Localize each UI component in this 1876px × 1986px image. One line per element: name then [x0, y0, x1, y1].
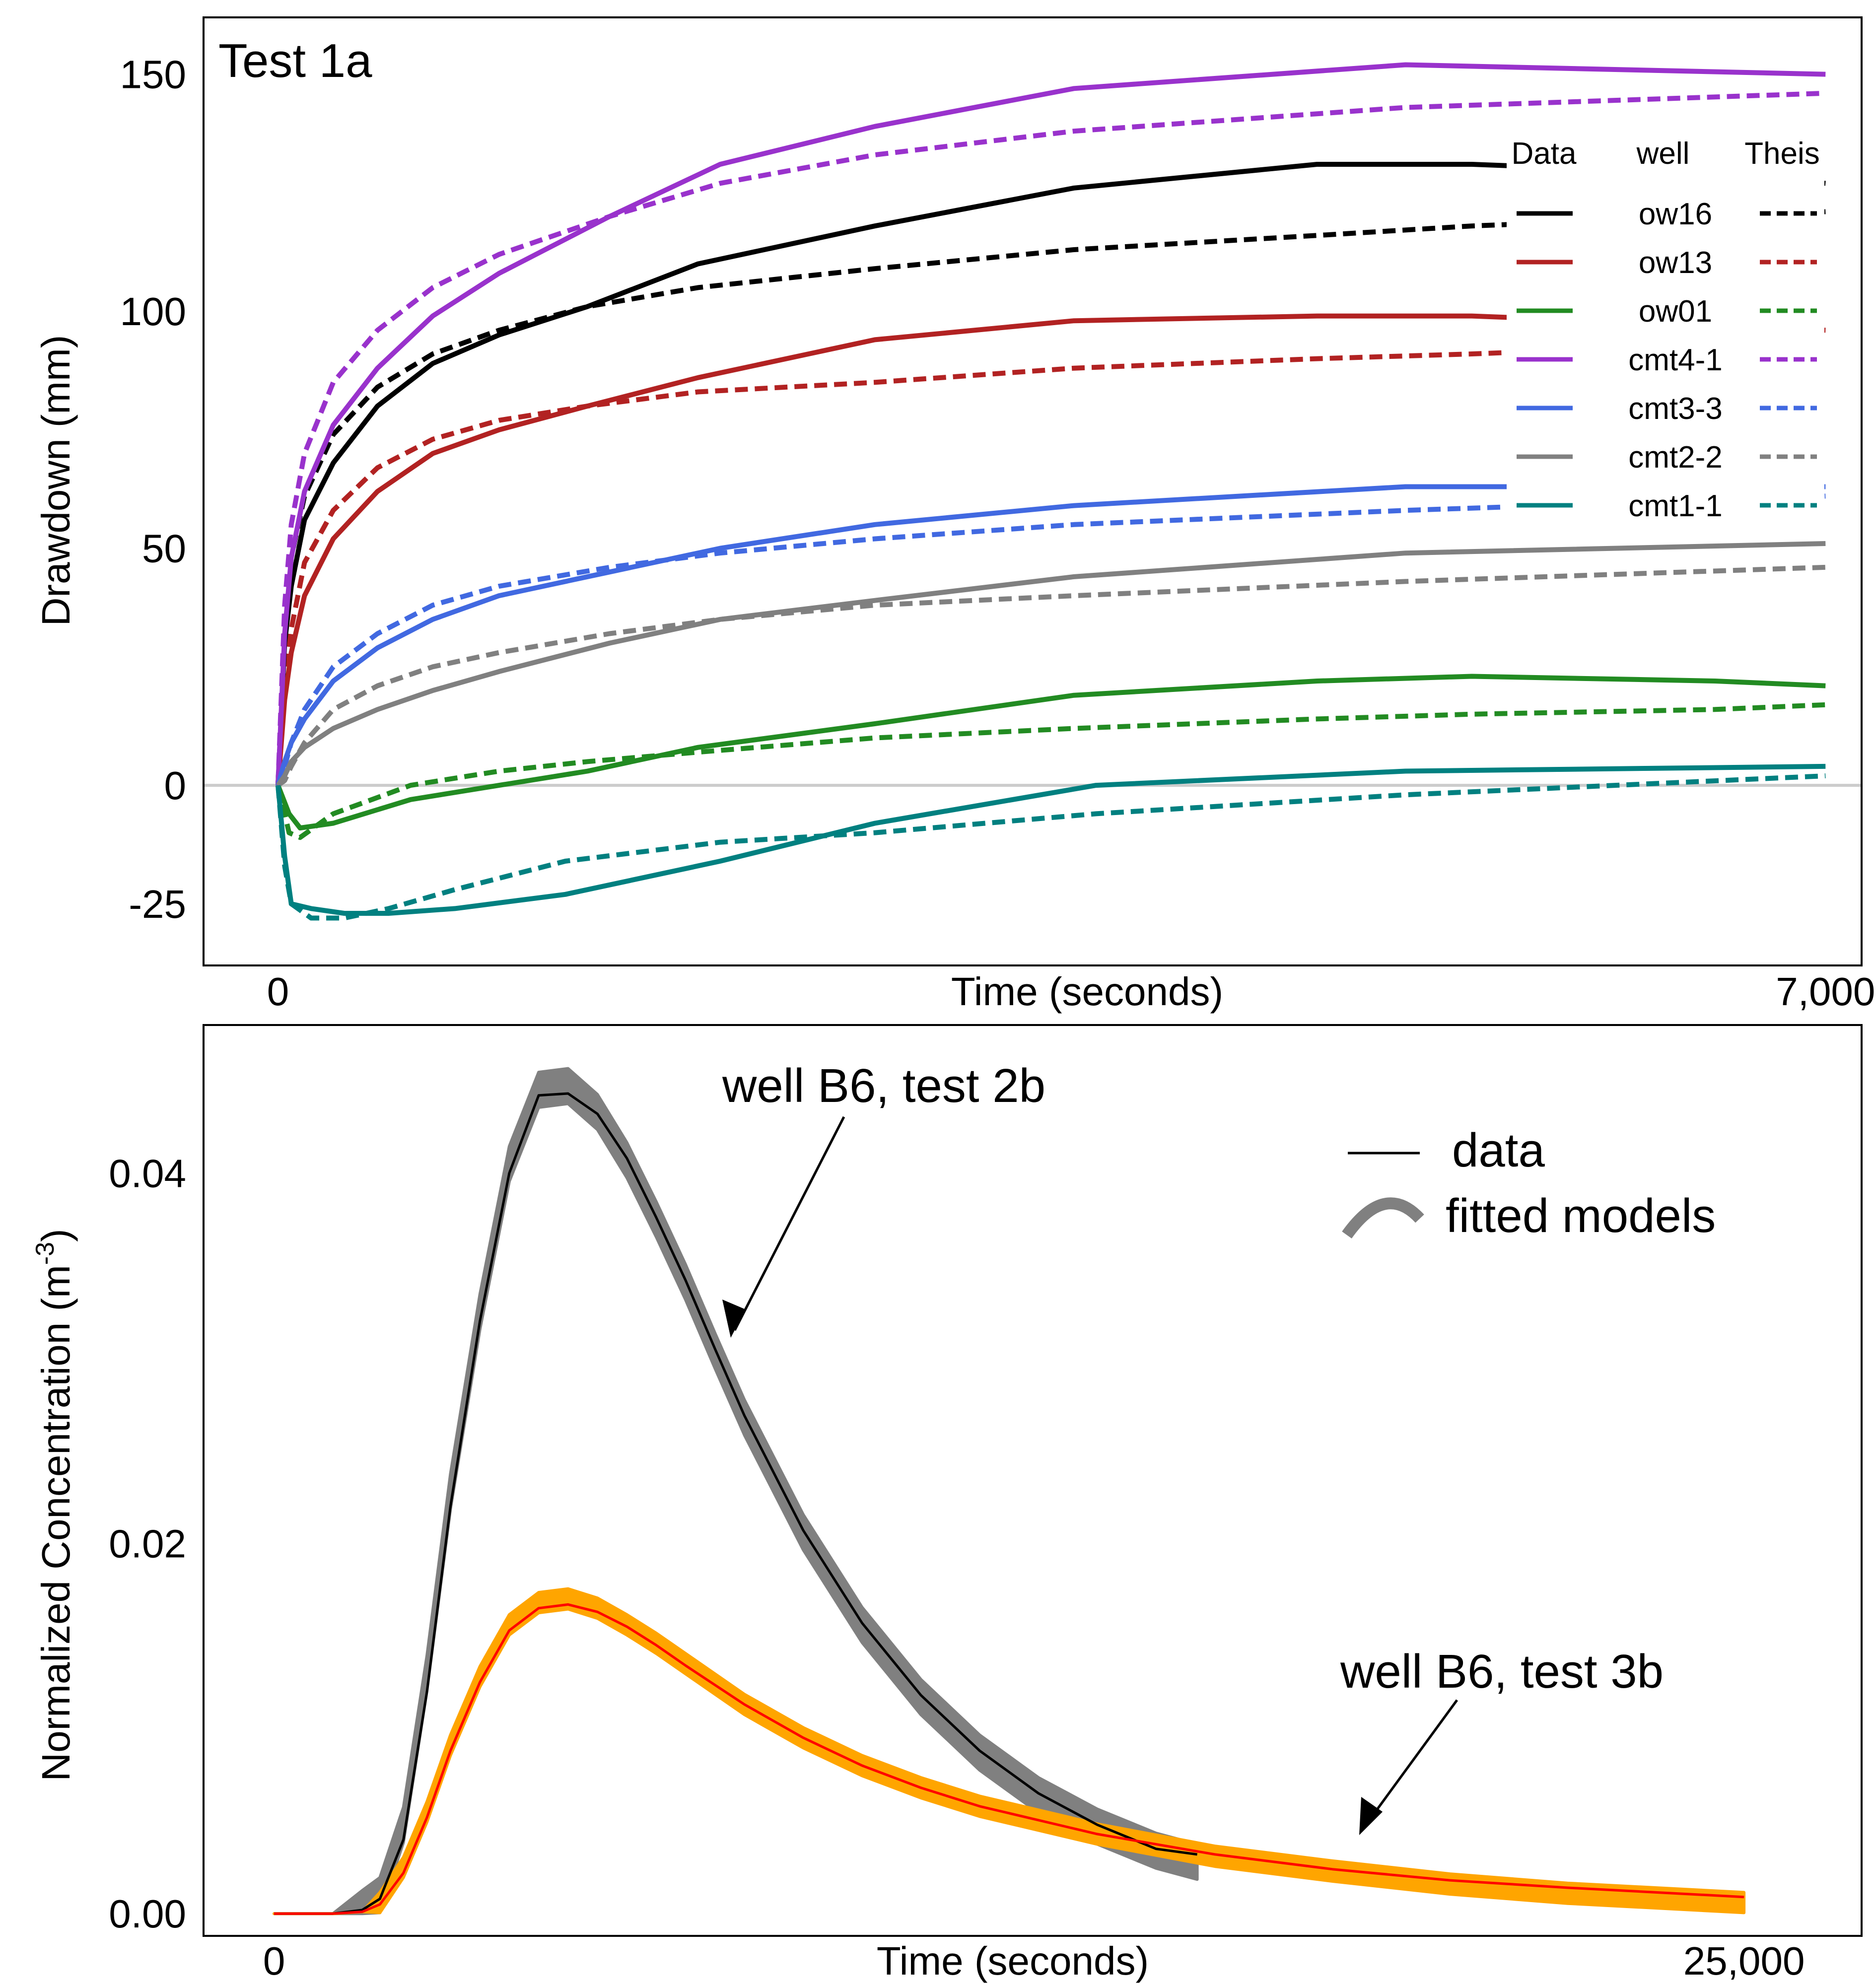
cmt1-1-data-line: [276, 763, 1826, 916]
ow13-data-line: [276, 313, 1826, 786]
y-label-main: Normalized Concentration (m: [34, 1265, 78, 1781]
concentration-data-curves: [274, 1092, 1744, 1915]
legend-background: [1507, 129, 1824, 531]
drawdown-chart: 150 100 50 0 -25 0 7,000 Test 1a Time (seconds…: [34, 16, 1876, 1014]
drawdown-legend: Data well Theis ow16 ow13 ow01 cmt4-1 cmt3-3…: [1507, 129, 1824, 531]
data-line-test-2b: [274, 1092, 1197, 1915]
drawdown-axis-ticks: 150 100 50 0 -25 0 7,000: [120, 53, 1876, 1014]
drawdown-x-axis-label: Time (seconds): [951, 969, 1223, 1014]
cmt4-1-data-line: [276, 62, 1826, 786]
legend-well-label: cmt4-1: [1628, 343, 1722, 377]
drawdown-x-tick-label: 0: [267, 969, 289, 1014]
concentration-chart: 0.04 0.02 0.00 0 25,000 Time (seconds) Norma…: [31, 1024, 1863, 1983]
drawdown-y-tick-label: 0: [164, 763, 187, 808]
drawdown-y-tick-label: 100: [120, 289, 186, 334]
fitted-model-band-test-3b: [273, 1587, 1746, 1916]
legend-row-ow01: ow01: [1517, 294, 1817, 329]
legend-header-theis: Theis: [1744, 137, 1820, 171]
concentration-axis-ticks: 0.04 0.02 0.00 0 25,000: [109, 1151, 1805, 1983]
y-label-close: ): [34, 1229, 78, 1242]
ow01-data-line: [276, 674, 1826, 830]
legend-fitted-models-swatch: [1342, 1197, 1424, 1239]
legend-well-label: cmt1-1: [1628, 489, 1722, 523]
concentration-x-tick-label: 25,000: [1683, 1939, 1805, 1983]
legend-row-cmt3-3: cmt3-3: [1517, 392, 1817, 426]
annotation-arrowhead-test-3b: [1359, 1797, 1383, 1835]
concentration-y-tick-label: 0.02: [109, 1521, 186, 1566]
data-line-test-3b: [274, 1603, 1744, 1915]
drawdown-y-axis-label: Drawdown (mm): [34, 335, 78, 626]
legend-row-cmt4-1: cmt4-1: [1517, 343, 1817, 377]
legend-well-label: cmt3-3: [1628, 392, 1722, 426]
legend-rows: ow16 ow13 ow01 cmt4-1 cmt3-3 cmt2-2 cmt1-1: [1517, 197, 1817, 523]
ow16-data-line: [276, 162, 1826, 786]
legend-well-label: ow13: [1639, 246, 1712, 280]
legend-data-label: data: [1452, 1124, 1545, 1177]
ow13-theis-line: [276, 337, 1826, 786]
legend-fitted-models-label: fitted models: [1446, 1189, 1716, 1242]
cmt3-3-data-line: [276, 484, 1826, 786]
legend-well-label: ow16: [1639, 197, 1712, 231]
legend-header-well: well: [1636, 137, 1690, 171]
drawdown-plot-frame: [203, 16, 1863, 966]
drawdown-y-tick-label: 150: [120, 53, 186, 97]
drawdown-chart-title: Test 1a: [218, 34, 372, 87]
y-label-superscript: -3: [31, 1242, 60, 1265]
data-curves: [276, 62, 1826, 916]
concentration-legend: data fitted models: [1342, 1124, 1716, 1242]
legend-well-label: cmt2-2: [1628, 440, 1722, 475]
legend-row-cmt1-1: cmt1-1: [1517, 489, 1817, 523]
concentration-y-axis-label: Normalized Concentration (m-3): [31, 1229, 78, 1781]
legend-row-cmt2-2: cmt2-2: [1517, 440, 1817, 475]
legend-header-data: Data: [1512, 137, 1577, 171]
cmt2-2-data-line: [276, 541, 1826, 787]
annotation-test-2b: well B6, test 2b: [722, 1059, 1045, 1112]
legend-row-ow13: ow13: [1517, 246, 1817, 280]
concentration-plot-frame: [203, 1024, 1863, 1937]
concentration-x-tick-label: 0: [263, 1939, 285, 1983]
annotation-arrow-test-2b: [733, 1116, 845, 1331]
drawdown-y-tick-label: 50: [142, 527, 186, 571]
drawdown-y-tick-label: -25: [129, 882, 186, 926]
cmt4-1-theis-line: [276, 90, 1826, 786]
concentration-x-axis-label: Time (seconds): [877, 1939, 1149, 1983]
drawdown-x-tick-label: 7,000: [1776, 969, 1875, 1014]
concentration-y-tick-label: 0.04: [109, 1151, 186, 1195]
legend-row-ow16: ow16: [1517, 197, 1817, 231]
legend-well-label: ow01: [1639, 294, 1712, 329]
concentration-y-tick-label: 0.00: [109, 1892, 186, 1936]
annotation-arrow-test-3b: [1361, 1699, 1459, 1830]
annotation-arrowhead-test-2b: [722, 1300, 746, 1338]
annotation-test-3b: well B6, test 3b: [1340, 1645, 1664, 1698]
